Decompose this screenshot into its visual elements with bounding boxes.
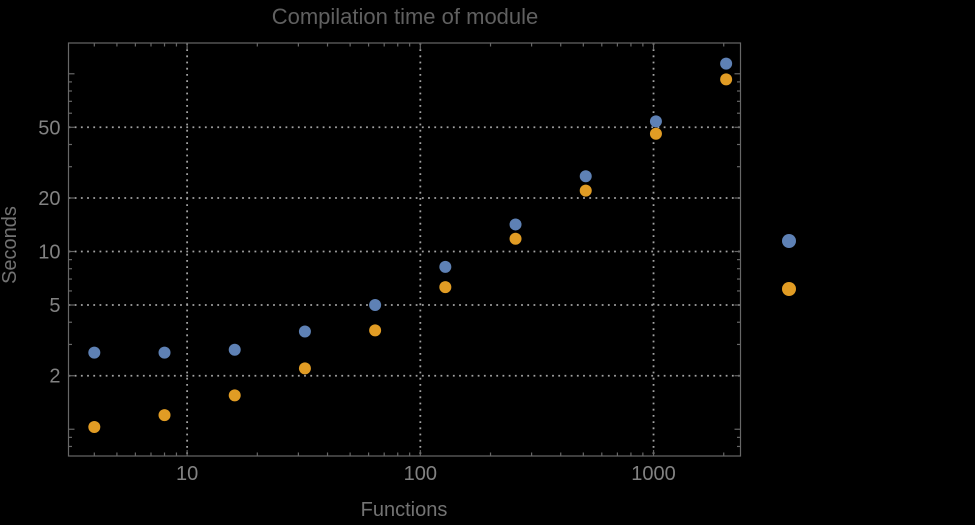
data-point-series-1	[158, 346, 171, 359]
data-point-series-2	[439, 281, 452, 294]
data-point-series-2	[298, 362, 311, 375]
data-point-series-2	[158, 409, 171, 422]
x-tick-label-10: 10	[176, 463, 198, 485]
data-point-series-1	[720, 57, 733, 70]
data-point-series-1	[579, 170, 592, 183]
y-tick-label-5: 5	[49, 295, 60, 317]
data-point-series-1	[88, 346, 101, 359]
chart-title: Compilation time of module	[272, 4, 539, 29]
data-point-series-1	[228, 343, 241, 356]
data-point-series-2	[579, 184, 592, 197]
data-points	[88, 57, 733, 433]
tick-labels: 10 100 1000 2 5 10 20 50	[38, 117, 676, 485]
gridlines	[68, 43, 741, 456]
data-point-series-2	[228, 389, 241, 402]
y-tick-label-2: 2	[49, 366, 60, 388]
y-tick-label-50: 50	[38, 117, 60, 139]
plot-frame	[67, 42, 742, 457]
data-point-series-2	[369, 324, 382, 337]
legend-marker-series-2	[782, 282, 796, 296]
axis-ticks	[68, 43, 741, 456]
data-point-series-1	[649, 115, 662, 128]
data-point-series-2	[649, 127, 662, 140]
data-point-series-1	[369, 299, 382, 312]
data-point-series-1	[509, 218, 522, 231]
legend	[782, 234, 796, 296]
x-axis-label: Functions	[361, 499, 448, 521]
legend-marker-series-1	[782, 234, 796, 248]
y-tick-label-10: 10	[38, 242, 60, 264]
x-tick-label-1000: 1000	[631, 463, 676, 485]
data-point-series-1	[439, 260, 452, 273]
data-point-series-2	[509, 232, 522, 245]
data-point-series-1	[298, 325, 311, 338]
data-point-series-2	[88, 420, 101, 433]
data-point-series-2	[720, 73, 733, 86]
x-tick-label-100: 100	[404, 463, 437, 485]
y-tick-label-20: 20	[38, 188, 60, 210]
y-axis-label: Seconds	[0, 206, 21, 284]
